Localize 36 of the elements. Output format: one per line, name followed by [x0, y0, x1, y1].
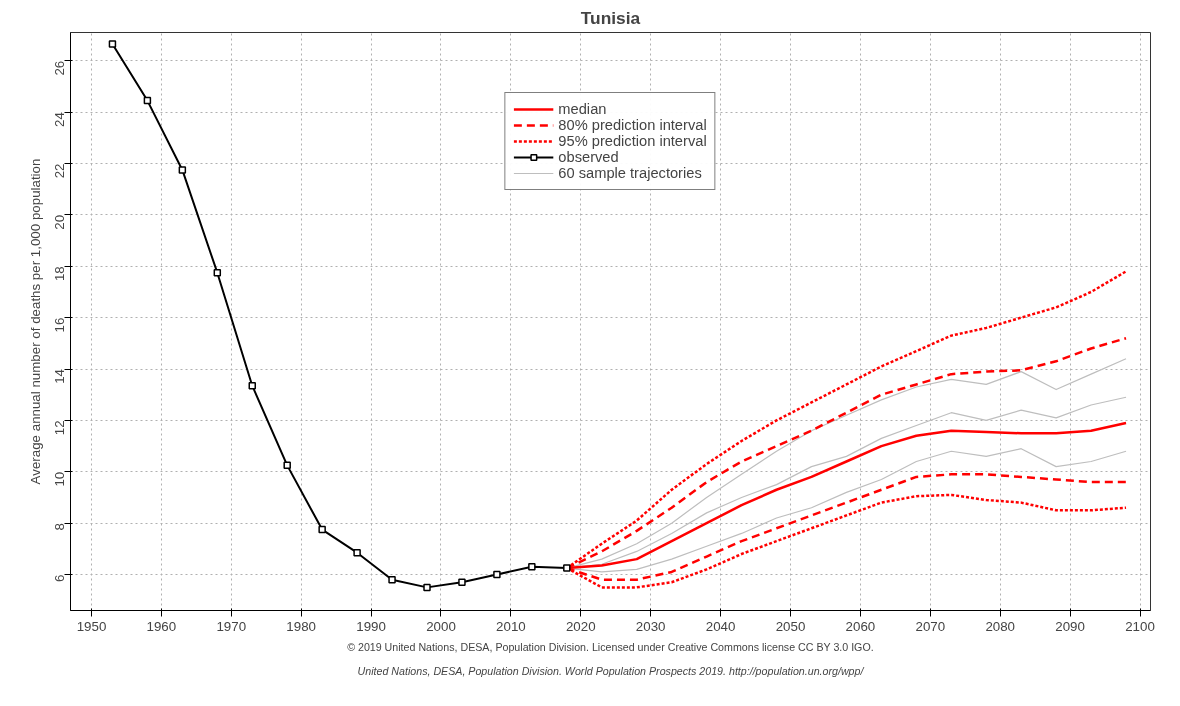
- legend-label: median: [558, 101, 607, 117]
- y-tick-label: 18: [52, 266, 67, 282]
- text: © 2019 United Nations, DESA, Population Division. Licensed under Creative Commons license CC BY 3.0 IGO.: [347, 640, 874, 653]
- y-tick-label: 6: [52, 574, 67, 582]
- x-tick-label: 2090: [1055, 618, 1085, 634]
- x-tick-label: 2050: [775, 618, 806, 634]
- y-tick-label: 8: [52, 523, 67, 531]
- x-tick-label: 2000: [426, 618, 456, 634]
- y-tick-label: 14: [52, 368, 67, 384]
- x-tick-label: 1960: [146, 618, 177, 634]
- x-tick-label: 1990: [356, 618, 386, 634]
- x-tick-label: 1970: [216, 618, 247, 634]
- y-tick-label: 16: [52, 317, 67, 333]
- x-tick-label: 1980: [286, 618, 317, 634]
- y-tick-label: 12: [52, 420, 67, 436]
- legend-label: 80% prediction interval: [558, 117, 707, 133]
- y-tick-label: 10: [52, 471, 67, 487]
- x-tick-label: 2040: [705, 618, 736, 634]
- x-tick-label: 2080: [985, 618, 1016, 634]
- y-tick-label: 20: [52, 214, 67, 230]
- text: United Nations, DESA, Population Division. World Population Prospects 2019. http://population.un.org/wpp/: [357, 664, 865, 677]
- x-tick-label: 2020: [565, 618, 596, 634]
- chart-title: Tunisia: [580, 7, 641, 28]
- x-tick-label: 2030: [635, 618, 666, 634]
- legend-label: 95% prediction interval: [558, 133, 707, 149]
- x-tick-label: 2100: [1125, 618, 1155, 634]
- y-tick-label: 26: [52, 60, 67, 76]
- y-tick-label: 24: [52, 111, 67, 127]
- y-axis-title: Average annual number of deaths per 1,000 population: [27, 158, 43, 485]
- x-tick-label: 1950: [76, 618, 107, 634]
- legend-label: observed: [558, 149, 619, 165]
- legend-label: 60 sample trajectories: [558, 165, 702, 181]
- x-tick-label: 2070: [915, 618, 946, 634]
- x-tick-label: 2060: [845, 618, 876, 634]
- y-tick-label: 22: [52, 163, 67, 179]
- x-tick-label: 2010: [496, 618, 526, 634]
